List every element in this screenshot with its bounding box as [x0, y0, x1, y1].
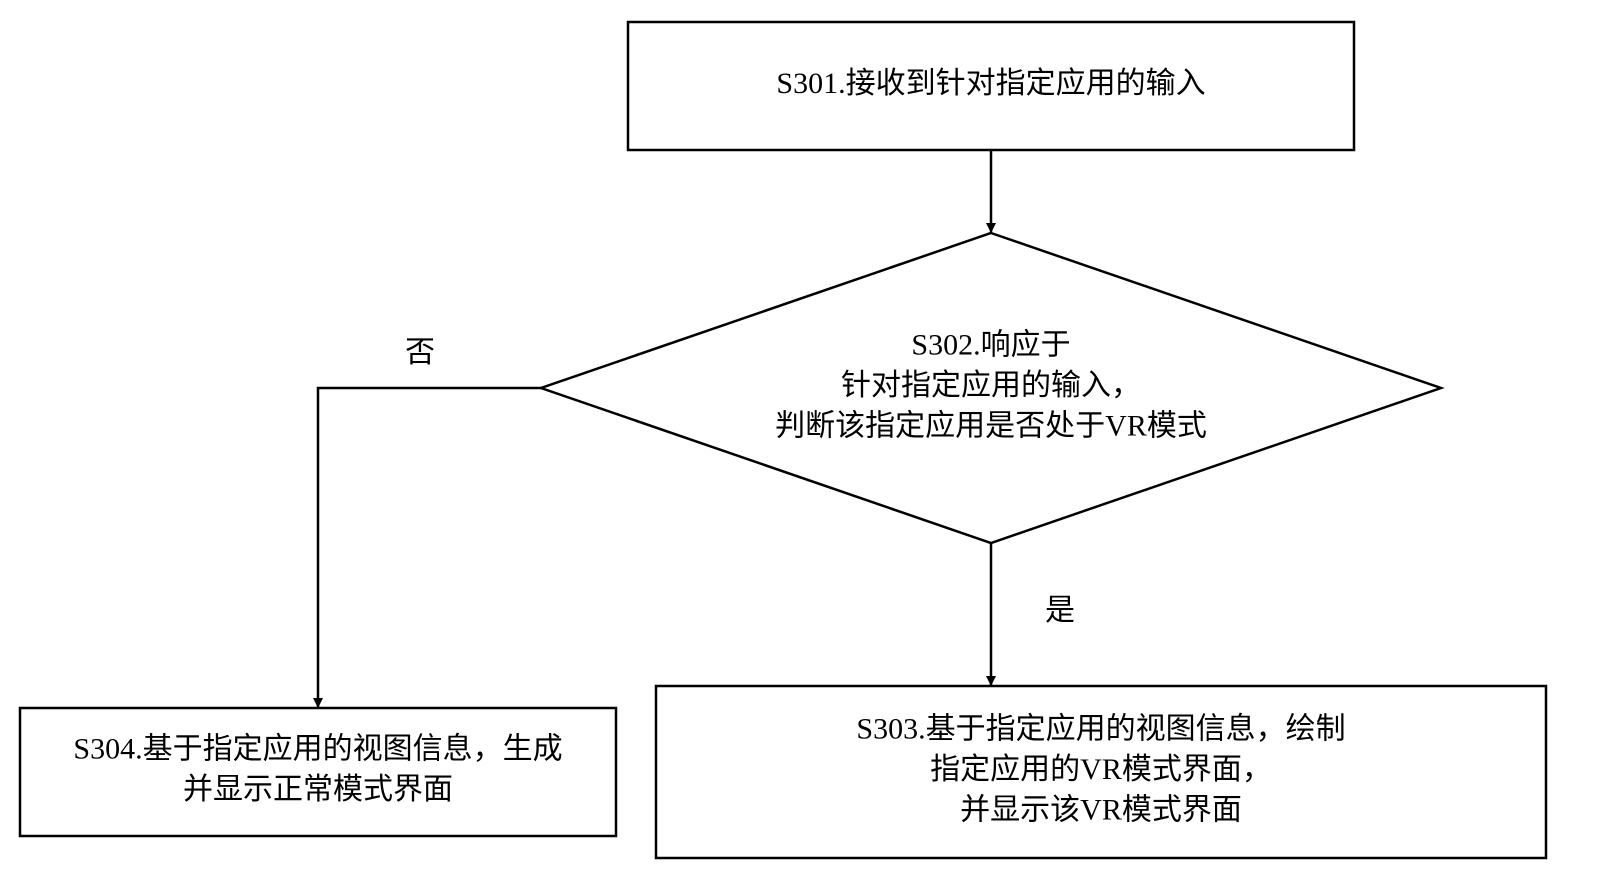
node-s303-line1: 指定应用的VR模式界面， [930, 753, 1272, 786]
node-s302-line0: S302.响应于 [911, 328, 1070, 361]
node-s303-line2: 并显示该VR模式界面 [960, 793, 1242, 826]
node-s304: S304.基于指定应用的视图信息，生成并显示正常模式界面 [20, 708, 616, 836]
node-s302: S302.响应于针对指定应用的输入， 判断该指定应用是否处于VR模式 [541, 233, 1441, 543]
edge-e3 [318, 388, 541, 708]
node-s304-line1: 并显示正常模式界面 [183, 773, 453, 806]
edge-label-e3: 否 [405, 336, 435, 369]
flowchart-canvas: 是 否 S301.接收到针对指定应用的输入 S302.响应于针对指定应用的输入， 判断该… [0, 0, 1614, 876]
node-s301: S301.接收到针对指定应用的输入 [628, 22, 1354, 150]
node-s303-line0: S303.基于指定应用的视图信息，绘制 [856, 712, 1345, 745]
node-s302-line2: 判断该指定应用是否处于VR模式 [775, 409, 1207, 442]
node-s302-line1: 针对指定应用的输入， [841, 369, 1141, 402]
node-s304-line0: S304.基于指定应用的视图信息，生成 [73, 733, 562, 766]
node-s303: S303.基于指定应用的视图信息，绘制指定应用的VR模式界面， 并显示该VR模式界… [656, 686, 1546, 858]
edge-label-e2: 是 [1045, 594, 1075, 627]
node-s301-line0: S301.接收到针对指定应用的输入 [776, 67, 1205, 100]
